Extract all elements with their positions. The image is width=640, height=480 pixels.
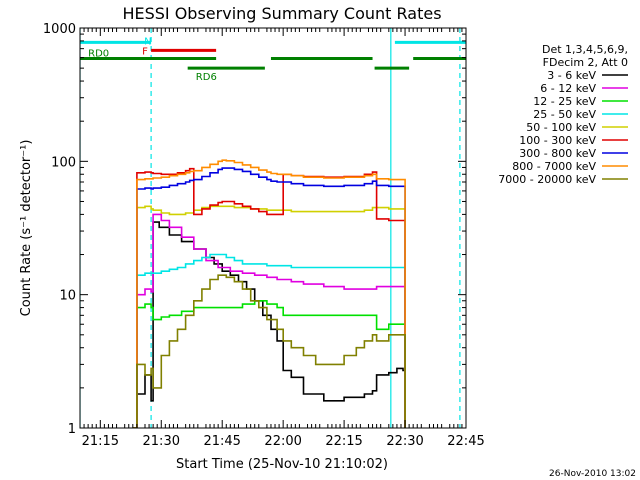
flag-label-1: F bbox=[142, 46, 148, 57]
legend-header-0: Det 1,3,4,5,6,9, bbox=[542, 43, 628, 56]
flag-label-2: RD0 bbox=[88, 49, 109, 60]
flag-label-3: RD6 bbox=[196, 72, 217, 83]
legend-label-8: 7000 - 20000 keV bbox=[498, 173, 596, 186]
y-tick-label-0: 1 bbox=[68, 422, 76, 437]
axes: 1 10 100 1000 21:15 21:30 21:45 22:00 22:15 22:30… bbox=[43, 22, 485, 449]
x-tick-label-4: 22:15 bbox=[325, 434, 362, 449]
plot-frame bbox=[79, 27, 467, 429]
chart-title: HESSI Observing Summary Count Rates bbox=[122, 4, 441, 23]
legend-label-4: 50 - 100 keV bbox=[526, 121, 596, 134]
flag-label-0: N bbox=[144, 36, 151, 47]
legend-label-3: 25 - 50 keV bbox=[533, 108, 596, 121]
legend-label-2: 12 - 25 keV bbox=[533, 95, 596, 108]
y-tick-label-1: 10 bbox=[59, 289, 76, 304]
plot-area: NF RD0 RD6 bbox=[80, 28, 466, 428]
legend-label-7: 800 - 7000 keV bbox=[512, 160, 596, 173]
x-tick-label-5: 22:30 bbox=[386, 434, 423, 449]
series-line-8 bbox=[132, 274, 406, 428]
series-line-2 bbox=[132, 300, 406, 428]
x-tick-label-3: 22:00 bbox=[264, 434, 301, 449]
x-tick-label-2: 21:45 bbox=[203, 434, 240, 449]
legend-header-1: FDecim 2, Att 0 bbox=[543, 56, 628, 69]
series-line-3 bbox=[132, 253, 406, 428]
series-line-4 bbox=[132, 205, 406, 428]
series-line-7 bbox=[132, 159, 406, 428]
x-tick-label-0: 21:15 bbox=[82, 434, 119, 449]
legend: Det 1,3,4,5,6,9,FDecim 2, Att 03 - 6 keV… bbox=[498, 43, 628, 186]
x-tick-label-6: 22:45 bbox=[447, 434, 484, 449]
y-tick-label-3: 1000 bbox=[43, 22, 76, 37]
legend-label-6: 300 - 800 keV bbox=[519, 147, 596, 160]
legend-label-0: 3 - 6 keV bbox=[547, 69, 596, 82]
legend-label-1: 6 - 12 keV bbox=[540, 82, 596, 95]
y-axis-label: Count Rate (s⁻¹ detector⁻¹) bbox=[19, 140, 34, 317]
series-line-1 bbox=[132, 213, 406, 428]
x-tick-label-1: 21:30 bbox=[143, 434, 180, 449]
series-line-6 bbox=[132, 167, 406, 428]
plot-timestamp: 26-Nov-2010 13:02 bbox=[549, 469, 636, 479]
y-tick-label-2: 100 bbox=[51, 155, 76, 170]
legend-label-5: 100 - 300 keV bbox=[519, 134, 596, 147]
x-axis-label: Start Time (25-Nov-10 21:10:02) bbox=[176, 457, 388, 472]
